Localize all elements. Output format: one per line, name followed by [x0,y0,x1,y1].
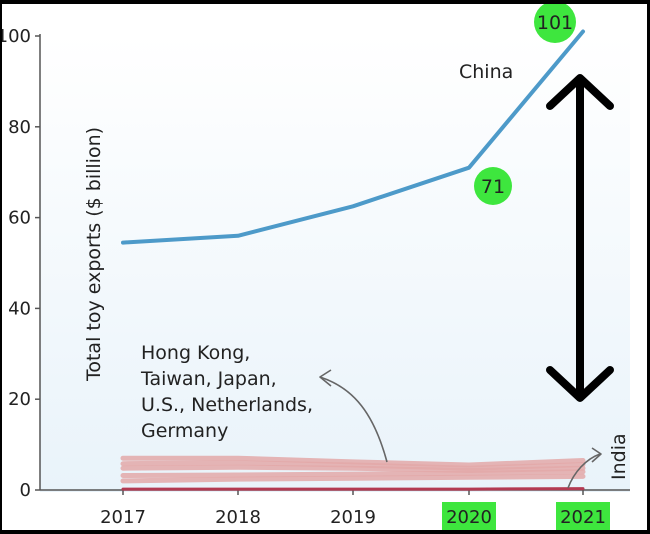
toy-exports-chart: 0 20 40 60 80 100 2017 2018 2019 2020 2021 Total to… [2,4,630,530]
value-label-2021: 101 [537,12,573,34]
x-tick-label: 2019 [330,507,376,528]
group-label-line: U.S., Netherlands, [141,394,313,416]
x-tick-label: 2020 [446,507,492,528]
y-axis-label: Total toy exports ($ billion) [83,127,105,382]
series-line-china [121,29,585,245]
india-pointer-arrowhead [591,447,602,463]
group-pointer-arrow [319,376,388,463]
value-bubble-2020 [474,167,512,205]
y-tick-label: 60 [8,208,31,229]
group-label-line: Hong Kong, [141,342,250,364]
y-tick-label: 80 [8,117,31,138]
chart-frame: 0 20 40 60 80 100 2017 2018 2019 2020 2021 Total to… [2,4,647,530]
group-label-line: Germany [141,420,228,442]
series-line-other [120,473,586,484]
double-arrow-head-down [546,366,614,402]
china-label: China [459,61,513,83]
series-line-other [120,460,586,471]
group-label-line: Taiwan, Japan, [140,368,277,390]
x-tick-label: 2018 [215,507,261,528]
series-line-other [120,469,586,478]
y-tick-label: 0 [20,480,31,501]
y-tick-label: 40 [8,298,31,319]
x-tick-highlight [442,502,496,530]
x-tick-label: 2017 [100,507,146,528]
double-arrow-head-up [546,74,614,110]
y-tick-label: 100 [2,26,31,47]
series-line-india [121,487,585,491]
india-pointer-arrow [567,453,601,489]
value-label-2020: 71 [481,176,505,198]
series-line-other [120,455,586,468]
plot-background [40,34,630,492]
x-tick-label: 2021 [560,507,606,528]
india-label: India [608,433,630,480]
group-pointer-arrowhead [319,369,332,387]
series-line-other [120,464,586,473]
value-bubble-2021 [534,4,576,43]
x-tick-highlight [556,502,610,530]
y-tick-label: 20 [8,389,31,410]
